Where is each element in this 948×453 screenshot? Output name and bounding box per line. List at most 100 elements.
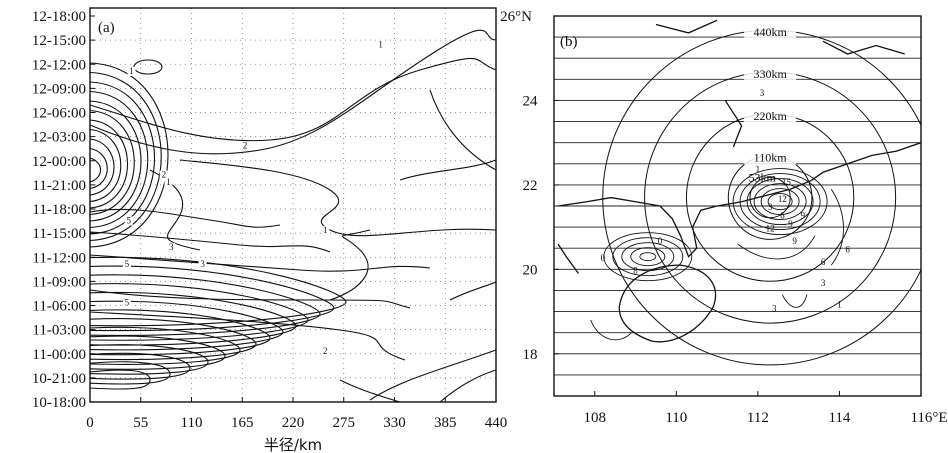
- y-tick-label: 22: [523, 178, 538, 194]
- y-tick-label: 12-03:00: [32, 130, 86, 146]
- contour-line: [89, 29, 497, 155]
- panel-b-coastline: [557, 19, 921, 343]
- ring-label-bg: [744, 68, 797, 82]
- contour-loop: [732, 168, 828, 236]
- panel-b-x-ticks: 108 110 112 114 116°E: [584, 391, 948, 426]
- contour-line: [179, 159, 497, 237]
- contour-line: [89, 81, 156, 235]
- coastline-path: [557, 243, 579, 274]
- contour-label-bg: [122, 259, 131, 269]
- contour-label: 5: [125, 298, 130, 308]
- contour-line: [89, 300, 284, 351]
- y-tick-label: 12-00:00: [32, 154, 86, 170]
- x-tick-label: 55: [133, 415, 148, 431]
- contour-closed-loop: [133, 59, 163, 75]
- contour-label: 2: [323, 346, 328, 356]
- y-tick-label: 12-18:00: [32, 9, 86, 25]
- contour-loop: [760, 188, 800, 216]
- contour-label: 6: [780, 211, 785, 221]
- contour-line: [89, 326, 241, 365]
- contour-label-bg: [159, 170, 168, 180]
- panel-a-grid: [90, 8, 496, 402]
- contour-line: [369, 349, 497, 401]
- y-tick-label: 12-15:00: [32, 33, 86, 49]
- contour-line: [89, 254, 431, 272]
- contour-line: [89, 274, 321, 336]
- panel-a-frame: [89, 7, 497, 403]
- contour-line: [449, 281, 497, 301]
- panel-a-label: (a): [98, 20, 115, 36]
- contour-label: 15: [782, 177, 792, 187]
- contour-line: [781, 294, 808, 308]
- panel-b-range-ring-labels: 110km 220km 330km 440km 53km: [744, 25, 797, 184]
- y-tick-label: 11-12:00: [32, 250, 86, 266]
- contour-line: [89, 231, 331, 253]
- contour-line: [89, 318, 257, 361]
- x-tick-label: 110: [181, 415, 203, 431]
- contour-label: 0: [601, 253, 606, 263]
- y-tick-label: 12-06:00: [32, 106, 86, 122]
- coastline-path: [822, 40, 905, 55]
- contour-loop: [739, 173, 821, 231]
- contour-label: 1: [837, 299, 842, 309]
- contour-line: [89, 147, 108, 190]
- contour-label: 6: [845, 244, 850, 254]
- x-tick-label: 108: [584, 410, 607, 426]
- contour-label: 3: [768, 202, 773, 212]
- y-tick-label: 10-18:00: [32, 395, 86, 411]
- contour-label: 3: [200, 259, 205, 269]
- contour-label: 0: [658, 236, 663, 246]
- contour-label: 12: [766, 223, 775, 233]
- range-ring-label: 220km: [753, 109, 787, 123]
- contour-line: [429, 89, 497, 171]
- contour-loop: [630, 247, 666, 267]
- range-ring-label: 110km: [754, 151, 788, 165]
- coastline-path: [724, 100, 743, 148]
- contour-label-bg: [164, 177, 173, 187]
- contour-line: [89, 62, 169, 248]
- y-tick-label: 20: [523, 262, 538, 278]
- contour-line: [89, 311, 406, 361]
- contour-line: [399, 159, 497, 181]
- y-tick-label: 12-09:00: [32, 81, 86, 97]
- panel-a-y-ticks: 10-18:00 10-21:00 11-00:00 11-03:00 11-06:00…: [32, 9, 95, 411]
- contour-label: 9: [800, 211, 805, 221]
- y-tick-label: 11-06:00: [32, 299, 86, 315]
- contour-line: [329, 229, 371, 301]
- contour-label-bg: [198, 259, 207, 269]
- contour-line: [89, 157, 102, 183]
- contour-line: [439, 369, 497, 403]
- contour-label: 1: [378, 39, 383, 49]
- contour-label: 3: [821, 278, 826, 288]
- contour-line: [89, 90, 149, 229]
- contour-line: [89, 291, 297, 346]
- x-tick-label: 385: [434, 415, 457, 431]
- panel-a-x-ticks: 0 55 110 165 220 275 330 385 440: [86, 397, 507, 431]
- contour-loop: [612, 237, 684, 277]
- ring-label-bg: [744, 26, 797, 40]
- contour-line: [89, 109, 135, 216]
- range-ring-label: 53km: [748, 170, 776, 184]
- contour-loop: [746, 178, 814, 226]
- contour-loop: [603, 232, 693, 282]
- range-ring-label: 440km: [753, 25, 787, 39]
- contour-label: 2: [243, 141, 248, 151]
- contour-label: 9: [788, 219, 793, 229]
- contour-loop: [753, 183, 807, 221]
- contour-line: [737, 235, 816, 260]
- y-tick-label: 11-18:00: [32, 202, 86, 218]
- coastline-path: [557, 142, 921, 258]
- contour-label-bg: [122, 298, 131, 308]
- panel-b-contours: [590, 168, 844, 341]
- contour-label-bg: [376, 40, 385, 50]
- x-tick-label: 165: [231, 415, 254, 431]
- contour-line: [89, 208, 281, 228]
- contour-label: 8: [633, 266, 638, 276]
- panel-b-frame: [553, 15, 922, 397]
- y-tick-label: 24: [523, 93, 539, 109]
- contour-label-bg: [167, 243, 176, 253]
- y-tick-label: 11-03:00: [32, 323, 86, 339]
- contour-label: 1: [166, 177, 171, 187]
